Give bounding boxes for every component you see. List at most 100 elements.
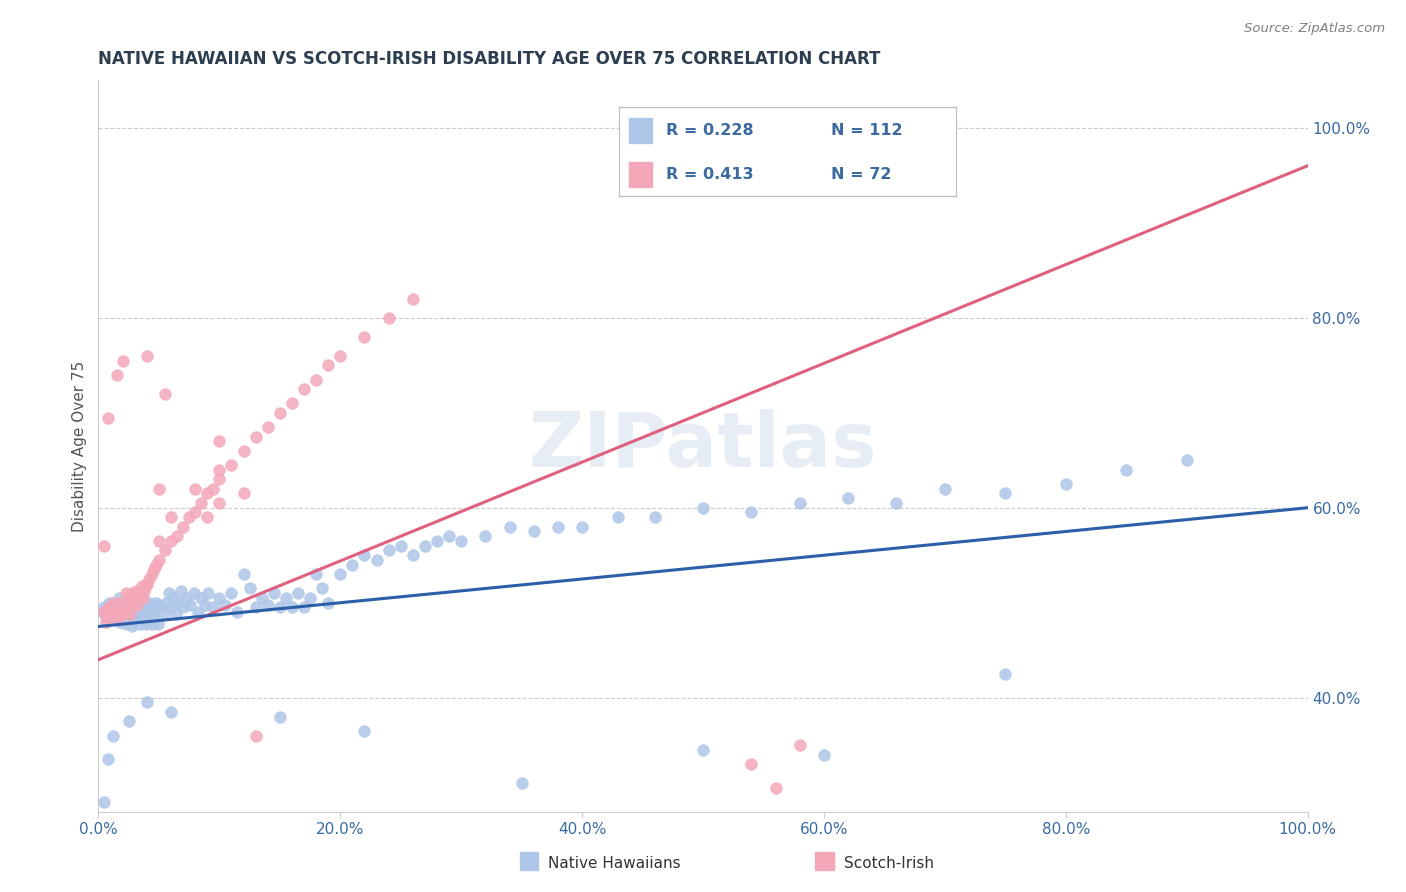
Point [138, 603, 160, 617]
Point [232, 486, 254, 500]
Point [172, 600, 194, 615]
Point [232, 567, 254, 582]
Text: ZIPatlas: ZIPatlas [529, 409, 877, 483]
Text: NATIVE HAWAIIAN VS SCOTCH-IRISH DISABILITY AGE OVER 75 CORRELATION CHART: NATIVE HAWAIIAN VS SCOTCH-IRISH DISABILI… [98, 50, 880, 68]
Point [103, 596, 125, 610]
Point [100, 607, 122, 621]
Point [139, 596, 162, 610]
Point [571, 520, 593, 534]
Point [167, 596, 190, 610]
Point [886, 496, 908, 510]
Point [100, 605, 122, 619]
Point [127, 603, 149, 617]
Point [169, 584, 191, 599]
Point [135, 696, 157, 710]
Point [274, 591, 297, 605]
Point [111, 353, 134, 368]
Point [316, 596, 339, 610]
Point [114, 596, 136, 610]
Point [1115, 463, 1137, 477]
Point [108, 596, 131, 610]
Point [93, 600, 115, 615]
Point [132, 591, 155, 605]
Point [221, 458, 243, 472]
FancyBboxPatch shape [628, 118, 652, 143]
Point [311, 582, 333, 596]
Point [413, 539, 436, 553]
Point [287, 586, 309, 600]
Point [208, 496, 231, 510]
Point [128, 616, 150, 631]
Point [292, 600, 315, 615]
Point [305, 372, 328, 386]
Point [377, 310, 399, 325]
Point [97, 610, 120, 624]
Point [194, 598, 217, 612]
Point [105, 607, 128, 621]
Point [118, 714, 141, 729]
Point [101, 729, 124, 743]
Point [179, 598, 201, 612]
Point [141, 616, 163, 631]
Point [134, 584, 156, 599]
Point [202, 482, 225, 496]
Point [166, 529, 188, 543]
Text: R = 0.228: R = 0.228 [666, 123, 754, 137]
Point [100, 600, 122, 615]
Point [101, 607, 124, 621]
Y-axis label: Disability Age Over 75: Disability Age Over 75 [72, 360, 87, 532]
Point [135, 349, 157, 363]
Point [263, 586, 285, 600]
Point [104, 600, 127, 615]
Point [190, 496, 212, 510]
Point [118, 603, 141, 617]
Point [281, 396, 304, 410]
Point [329, 349, 352, 363]
Point [208, 463, 231, 477]
Point [837, 491, 859, 506]
Point [135, 579, 157, 593]
Point [135, 576, 157, 591]
Point [740, 757, 762, 772]
Point [1054, 477, 1077, 491]
Point [98, 600, 121, 615]
Point [105, 610, 128, 624]
Point [117, 600, 139, 615]
Point [131, 579, 153, 593]
Point [498, 520, 520, 534]
Point [160, 533, 183, 548]
Point [134, 596, 156, 610]
Point [165, 607, 187, 621]
Point [172, 520, 194, 534]
Point [107, 603, 129, 617]
Point [195, 510, 218, 524]
Point [994, 486, 1017, 500]
Point [353, 548, 375, 562]
Point [132, 603, 155, 617]
Point [510, 776, 533, 790]
Point [474, 529, 496, 543]
Point [607, 510, 630, 524]
Point [110, 600, 132, 615]
Point [148, 598, 170, 612]
Point [195, 486, 218, 500]
Point [93, 795, 115, 809]
Point [96, 603, 118, 617]
Point [214, 598, 236, 612]
Point [740, 506, 762, 520]
Point [162, 591, 184, 605]
Point [437, 529, 460, 543]
Point [269, 600, 291, 615]
Point [143, 562, 166, 576]
Point [239, 582, 262, 596]
Point [155, 596, 177, 610]
Point [153, 386, 176, 401]
Point [202, 600, 225, 615]
Point [128, 591, 150, 605]
Point [118, 591, 141, 605]
Point [142, 598, 165, 612]
Point [190, 591, 212, 605]
Point [127, 596, 149, 610]
Point [100, 608, 122, 623]
Point [117, 600, 139, 615]
